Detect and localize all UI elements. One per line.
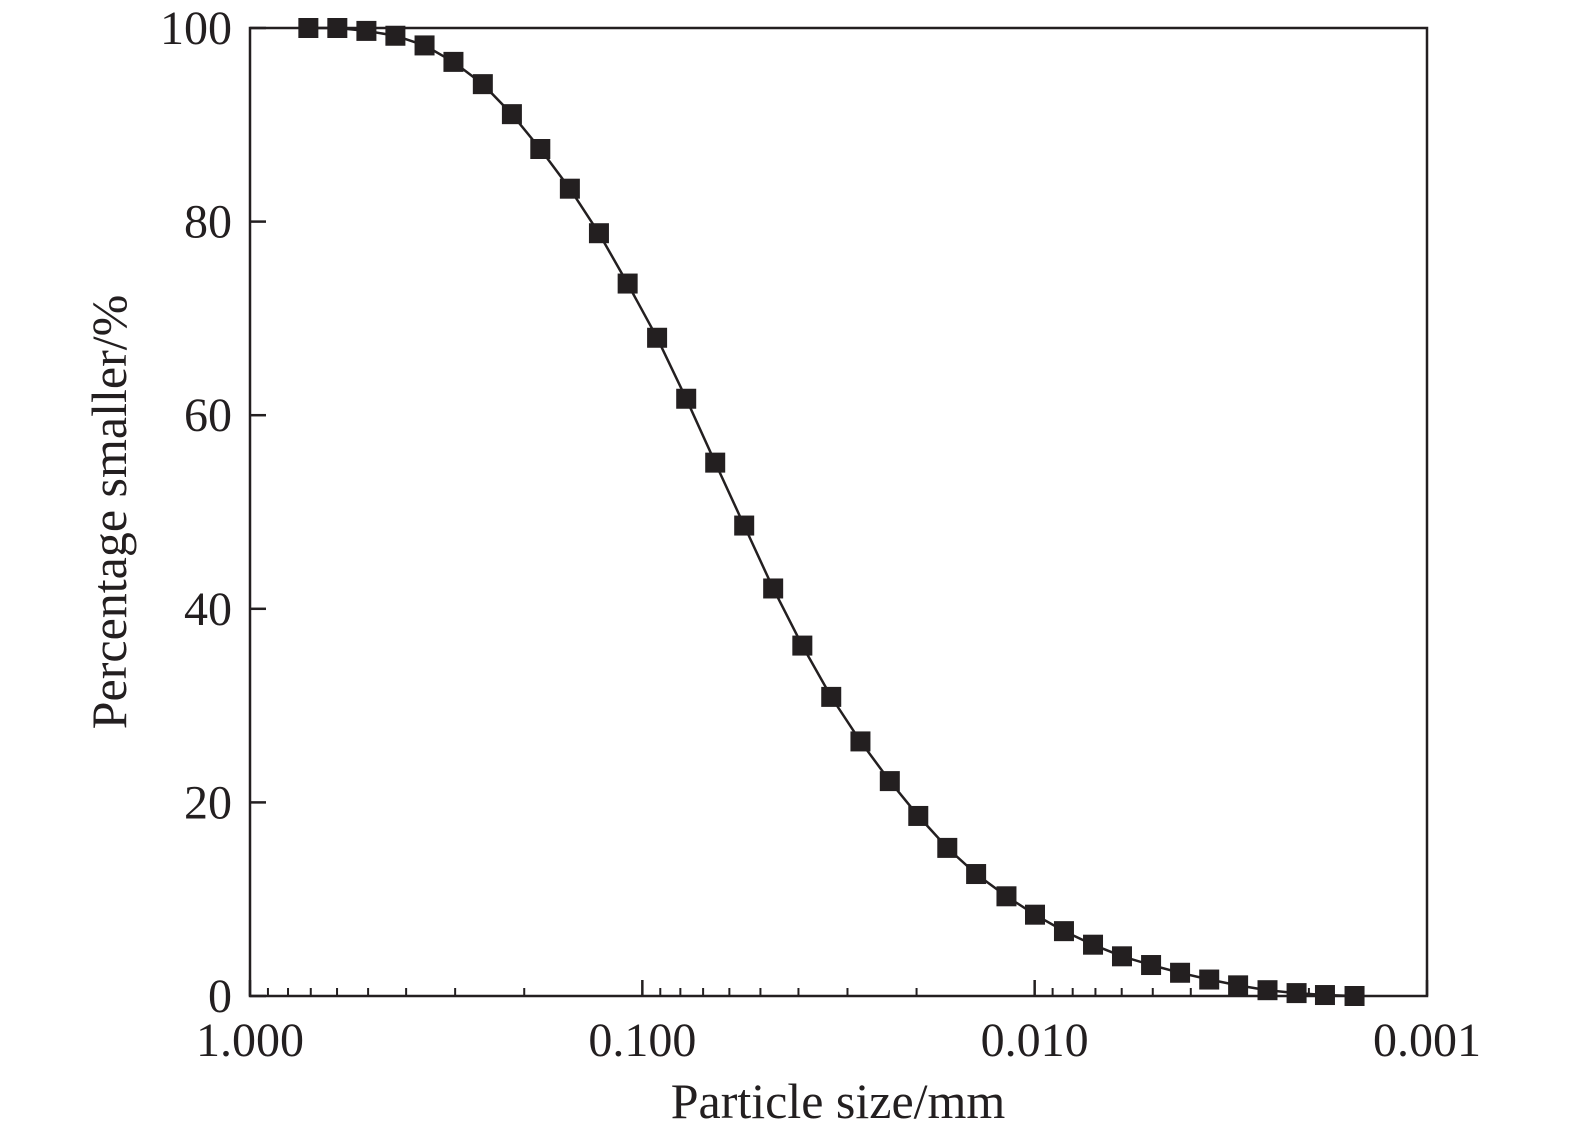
data-point (472, 74, 493, 95)
series-line (308, 26, 1355, 998)
data-point (1083, 934, 1104, 955)
x-axis-label: Particle size/mm (671, 1073, 1006, 1129)
y-tick-label: 100 (160, 2, 232, 55)
data-point (850, 731, 871, 752)
data-point (327, 18, 348, 38)
data-point (1170, 962, 1191, 983)
x-tick-label: 0.100 (588, 1014, 696, 1067)
data-point (1111, 946, 1132, 967)
data-markers (298, 18, 1365, 1006)
y-tick-label: 20 (184, 776, 232, 829)
data-point (414, 35, 435, 56)
data-point (559, 178, 580, 199)
data-point (996, 886, 1017, 907)
data-point (792, 635, 813, 656)
data-point (588, 223, 609, 244)
data-point (1344, 986, 1365, 1006)
y-tick-label: 60 (184, 389, 232, 442)
data-point (763, 578, 784, 599)
data-point (705, 452, 726, 473)
x-tick-labels: 1.000 0.100 0.010 0.001 (196, 1014, 1481, 1067)
plot-frame (248, 26, 1429, 998)
axis-major-ticks (248, 26, 1429, 998)
data-point (298, 18, 319, 38)
data-point (1025, 904, 1046, 925)
data-point (1053, 921, 1074, 942)
data-point (617, 273, 638, 294)
data-point (1141, 955, 1162, 976)
data-point (734, 515, 755, 536)
data-point (356, 20, 377, 41)
x-tick-label: 0.001 (1373, 1014, 1481, 1067)
data-point (1257, 980, 1278, 1001)
data-point (1286, 983, 1307, 1004)
y-tick-label: 80 (184, 196, 232, 249)
data-point (1314, 985, 1335, 1006)
y-tick-label: 40 (184, 583, 232, 636)
data-point (1199, 969, 1220, 990)
data-point (821, 686, 842, 707)
data-point (937, 837, 958, 858)
y-tick-label: 0 (208, 970, 232, 1023)
data-point (443, 51, 464, 72)
data-point (385, 25, 406, 46)
x-tick-label: 1.000 (196, 1014, 304, 1067)
data-point (879, 771, 900, 792)
data-point (908, 805, 929, 826)
y-tick-labels: 0 20 40 60 80 100 (160, 2, 232, 1023)
data-point (676, 388, 697, 409)
data-point (501, 104, 522, 125)
data-point (966, 864, 987, 885)
x-tick-label: 0.010 (981, 1014, 1089, 1067)
data-point (647, 327, 668, 348)
y-axis-label: Percentage smaller/% (81, 295, 137, 730)
data-point (530, 139, 551, 159)
data-point (1228, 975, 1249, 996)
